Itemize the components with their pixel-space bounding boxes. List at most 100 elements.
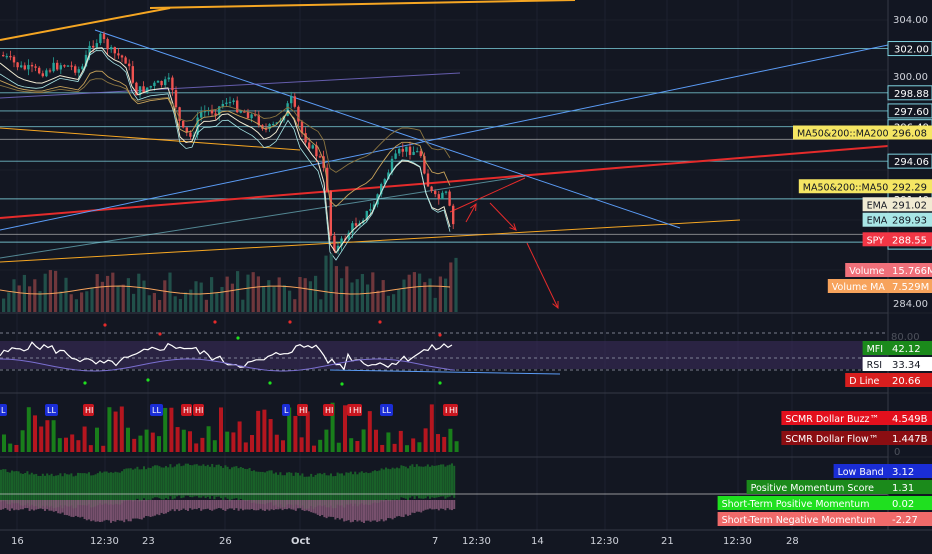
momentum-positive-bar bbox=[446, 465, 449, 498]
volume-bar bbox=[298, 277, 302, 312]
volume-bar bbox=[277, 277, 281, 312]
price-level-label-text: 294.06 bbox=[894, 157, 929, 168]
forecast-arrow bbox=[489, 202, 517, 231]
momentum-negative-bar bbox=[250, 500, 253, 510]
momentum-negative-bar bbox=[374, 500, 376, 521]
time-axis-tick: 14 bbox=[531, 536, 544, 547]
candle-body bbox=[2, 55, 5, 57]
candle-body bbox=[99, 33, 102, 44]
momentum-positive-bar bbox=[167, 467, 170, 500]
momentum-negative-bar bbox=[231, 500, 233, 509]
flow-bar bbox=[2, 434, 6, 452]
oscillator-badge-label: RSI bbox=[867, 360, 882, 371]
ma50-line bbox=[0, 70, 451, 208]
momentum-positive-bar bbox=[281, 475, 284, 508]
volume-bar bbox=[64, 277, 68, 312]
momentum-negative-bar bbox=[237, 500, 240, 511]
flow-bar bbox=[14, 444, 19, 452]
momentum-negative-bar bbox=[118, 500, 121, 521]
flow-marker-label: HI bbox=[85, 406, 93, 415]
momentum-negative-bar bbox=[206, 500, 209, 509]
momentum-badge-label: Low Band bbox=[838, 467, 884, 478]
momentum-positive-bar bbox=[0, 469, 2, 502]
candle-body bbox=[347, 232, 350, 240]
flow-bar bbox=[411, 438, 416, 452]
momentum-negative-bar bbox=[213, 500, 216, 510]
flow-badge-value: 4.549B bbox=[892, 414, 928, 425]
momentum-negative-bar bbox=[347, 500, 350, 521]
momentum-badge-value: 3.12 bbox=[892, 467, 914, 478]
momentum-positive-bar bbox=[426, 464, 429, 497]
momentum-positive-bar bbox=[123, 469, 126, 502]
momentum-negative-bar bbox=[334, 500, 337, 520]
candle-body bbox=[153, 82, 156, 87]
time-axis-tick: 23 bbox=[142, 536, 155, 547]
momentum-negative-bar bbox=[270, 500, 273, 510]
flow-marker-badge bbox=[447, 404, 458, 416]
momentum-negative-bar bbox=[211, 500, 214, 511]
trend-line-orange-top bbox=[0, 7, 171, 41]
momentum-negative-bar bbox=[209, 500, 211, 510]
momentum-negative-bar bbox=[160, 500, 163, 513]
volume-badge-value-box bbox=[888, 279, 932, 293]
momentum-negative-bar bbox=[228, 500, 231, 509]
candle-body bbox=[405, 146, 408, 152]
oscillator-signal-dot bbox=[236, 336, 240, 340]
volume-bar bbox=[80, 292, 84, 312]
candle-body bbox=[81, 66, 84, 70]
momentum-negative-bar bbox=[424, 500, 427, 510]
flow-bar bbox=[281, 440, 285, 452]
momentum-badge-label: Positive Momentum Score bbox=[751, 483, 875, 494]
candle-body bbox=[63, 65, 66, 67]
momentum-negative-bar bbox=[147, 500, 150, 517]
momentum-positive-bar bbox=[418, 466, 420, 499]
price-badge: MA50&200::MA50 292.29 bbox=[798, 179, 932, 194]
flow-bar bbox=[386, 432, 391, 452]
momentum-negative-bar bbox=[156, 500, 159, 515]
candle-body bbox=[174, 90, 178, 108]
flow-bar bbox=[95, 427, 99, 452]
momentum-negative-bar bbox=[242, 500, 244, 511]
volume-bar bbox=[282, 285, 286, 312]
momentum-positive-bar bbox=[343, 475, 346, 508]
volume-badge-value: 7.529M bbox=[892, 282, 929, 293]
oscillator-badge-value-box bbox=[888, 373, 932, 387]
momentum-negative-bar bbox=[224, 500, 227, 511]
momentum-positive-bar bbox=[195, 464, 198, 497]
candle-body bbox=[354, 223, 358, 226]
momentum-positive-bar bbox=[305, 476, 308, 509]
volume-bar bbox=[324, 255, 328, 312]
candle-body bbox=[452, 205, 455, 225]
price-badge-value-box bbox=[888, 212, 932, 227]
flow-marker-label: HI bbox=[195, 406, 203, 415]
momentum-positive-bar bbox=[314, 474, 317, 507]
volume-bar bbox=[85, 291, 89, 312]
flow-bar bbox=[250, 435, 254, 452]
oscillator-badge: RSI 33.34 bbox=[862, 357, 932, 371]
candle-body bbox=[308, 142, 311, 149]
momentum-positive-bar bbox=[33, 474, 35, 507]
momentum-negative-bar bbox=[272, 500, 275, 511]
flow-marker: HI bbox=[447, 404, 458, 416]
flow-bar bbox=[33, 415, 37, 452]
momentum-negative-bar bbox=[101, 500, 104, 522]
volume-bar bbox=[7, 292, 11, 312]
momentum-positive-bar bbox=[231, 467, 233, 500]
momentum-negative-bar bbox=[360, 500, 363, 522]
volume-bar bbox=[69, 294, 73, 312]
momentum-positive-bar bbox=[279, 472, 282, 505]
oscillator-trend-line bbox=[329, 369, 561, 375]
momentum-positive-bar bbox=[352, 474, 354, 507]
volume-bar bbox=[100, 281, 104, 312]
momentum-positive-bar bbox=[242, 467, 244, 500]
momentum-positive-bar bbox=[261, 471, 264, 504]
momentum-negative-bar bbox=[88, 500, 90, 520]
momentum-negative-bar bbox=[266, 500, 269, 510]
momentum-negative-bar bbox=[275, 500, 277, 510]
momentum-positive-bar bbox=[136, 466, 139, 499]
momentum-negative-bar bbox=[15, 500, 18, 510]
momentum-negative-bar bbox=[369, 500, 372, 522]
flow-marker-label: L bbox=[1, 406, 6, 415]
